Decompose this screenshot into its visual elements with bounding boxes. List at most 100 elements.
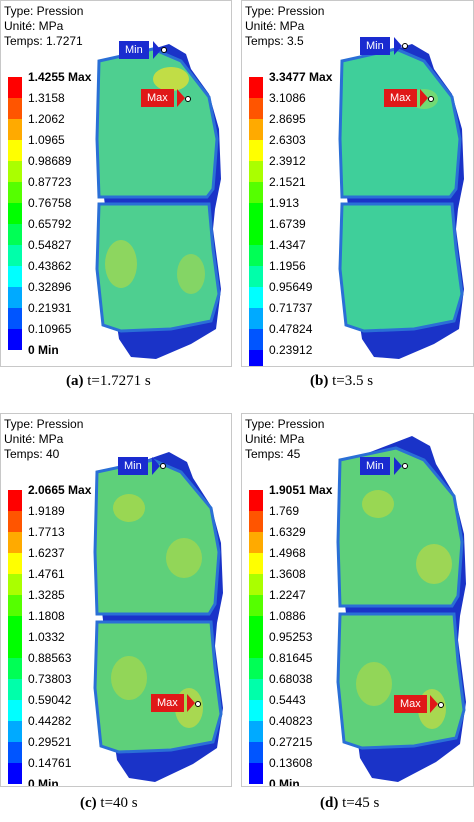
legend-max-label: 1.9051 Max bbox=[269, 483, 333, 497]
result-panel-c: Type: Pression Unité: MPa Temps: 40 2.06… bbox=[0, 413, 232, 787]
legend-swatch bbox=[249, 245, 263, 266]
legend-swatch bbox=[249, 658, 263, 679]
legend-swatch bbox=[249, 553, 263, 574]
legend-tick-label: 0.47824 bbox=[269, 322, 313, 336]
legend-swatch bbox=[8, 161, 22, 182]
legend-swatch bbox=[8, 532, 22, 553]
header-unit: Unité: MPa bbox=[245, 432, 305, 446]
legend-tick-label: 0.95649 bbox=[269, 280, 313, 294]
legend-swatch bbox=[8, 182, 22, 203]
max-tag-label: Max bbox=[384, 89, 417, 107]
legend-swatch bbox=[8, 203, 22, 224]
legend-swatch bbox=[8, 742, 22, 763]
legend-tick-label: 0.95253 bbox=[269, 630, 313, 644]
legend-tick-label: 0.10965 bbox=[28, 322, 72, 336]
legend-tick-label: 0.76758 bbox=[28, 196, 72, 210]
legend-tick-label: 0.88563 bbox=[28, 651, 72, 665]
legend-tick-label: 1.9189 bbox=[28, 504, 65, 518]
min-tag-label: Min bbox=[118, 457, 148, 475]
header-time: Temps: 1.7271 bbox=[4, 34, 83, 48]
legend-tick-label: 0.59042 bbox=[28, 693, 72, 707]
legend-min-label: 0 Min bbox=[28, 777, 59, 787]
caption-time: t=40 s bbox=[96, 795, 138, 811]
legend-swatch bbox=[8, 553, 22, 574]
legend-swatch bbox=[249, 329, 263, 350]
legend-tick-label: 0.65792 bbox=[28, 217, 72, 231]
legend-tick-label: 1.4347 bbox=[269, 238, 306, 252]
legend-tick-label: 2.6303 bbox=[269, 133, 306, 147]
legend-tick-label: 0.54827 bbox=[28, 238, 72, 252]
caption-time: t=1.7271 s bbox=[83, 373, 151, 389]
legend-swatch bbox=[8, 287, 22, 308]
header-unit: Unité: MPa bbox=[4, 432, 64, 446]
header-type: Type: Pression bbox=[4, 4, 84, 18]
legend-tick-label: 0.73803 bbox=[28, 672, 72, 686]
legend-tick-label: 0.13608 bbox=[269, 756, 313, 770]
legend-swatch bbox=[249, 182, 263, 203]
legend-swatch bbox=[249, 679, 263, 700]
legend-swatch bbox=[249, 77, 263, 98]
legend-tick-label: 0.14761 bbox=[28, 756, 72, 770]
legend-tick-label: 1.2247 bbox=[269, 588, 306, 602]
brake-pad-contour bbox=[338, 44, 464, 359]
legend-swatch bbox=[8, 329, 22, 350]
caption-b: (b) t=3.5 s bbox=[310, 373, 373, 390]
result-panel-d: Type: Pression Unité: MPa Temps: 45 1.90… bbox=[241, 413, 474, 787]
caption-letter: (d) bbox=[320, 795, 339, 811]
legend-tick-label: 0.40823 bbox=[269, 714, 313, 728]
legend-tick-label: 1.3158 bbox=[28, 91, 65, 105]
legend-tick-label: 1.2062 bbox=[28, 112, 65, 126]
header-unit: Unité: MPa bbox=[4, 19, 64, 33]
brake-pad-contour bbox=[95, 44, 221, 359]
legend-swatch bbox=[249, 700, 263, 721]
legend-tick-label: 0.32896 bbox=[28, 280, 72, 294]
legend-tick-label: 1.1956 bbox=[269, 259, 306, 273]
legend-tick-label: 1.6739 bbox=[269, 217, 306, 231]
legend-swatch bbox=[8, 266, 22, 287]
legend-swatch bbox=[249, 532, 263, 553]
caption-d: (d) t=45 s bbox=[320, 795, 379, 812]
legend-tick-label: 3.1086 bbox=[269, 91, 306, 105]
legend-swatch bbox=[8, 490, 22, 511]
legend-swatch bbox=[249, 266, 263, 287]
legend-swatch bbox=[8, 511, 22, 532]
legend-swatch bbox=[249, 350, 263, 366]
legend-swatch bbox=[249, 637, 263, 658]
legend-swatch bbox=[249, 721, 263, 742]
caption-c: (c) t=40 s bbox=[80, 795, 138, 812]
header-time: Temps: 3.5 bbox=[245, 34, 304, 48]
header-unit: Unité: MPa bbox=[245, 19, 305, 33]
legend-max-label: 1.4255 Max bbox=[28, 70, 92, 84]
legend-swatch bbox=[249, 224, 263, 245]
legend-swatch bbox=[8, 637, 22, 658]
legend-swatch bbox=[249, 595, 263, 616]
legend-tick-label: 0.81645 bbox=[269, 651, 313, 665]
min-tag-label: Min bbox=[119, 41, 149, 59]
legend-swatch bbox=[249, 161, 263, 182]
caption-letter: (a) bbox=[66, 373, 84, 389]
max-tag-label: Max bbox=[141, 89, 174, 107]
header-time: Temps: 45 bbox=[245, 447, 301, 461]
legend-tick-label: 1.7713 bbox=[28, 525, 65, 539]
brake-pad-contour bbox=[336, 436, 466, 782]
legend-tick-label: 1.0965 bbox=[28, 133, 65, 147]
brake-pad-contour bbox=[93, 452, 223, 782]
legend-swatch bbox=[249, 574, 263, 595]
legend-swatch bbox=[8, 308, 22, 329]
legend-swatch bbox=[8, 721, 22, 742]
legend-min-label: 0 Min bbox=[269, 777, 300, 787]
header-type: Type: Pression bbox=[245, 4, 325, 18]
legend-tick-label: 0.5443 bbox=[269, 693, 306, 707]
legend-tick-label: 1.1808 bbox=[28, 609, 65, 623]
max-tag-label: Max bbox=[151, 694, 184, 712]
legend-swatch bbox=[249, 140, 263, 161]
legend-swatch bbox=[249, 203, 263, 224]
legend-tick-label: 0.27215 bbox=[269, 735, 313, 749]
legend-swatch bbox=[8, 245, 22, 266]
min-tag-label: Min bbox=[360, 37, 390, 55]
legend-swatch bbox=[249, 119, 263, 140]
legend-tick-label: 0.21931 bbox=[28, 301, 72, 315]
legend-tick-label: 1.6237 bbox=[28, 546, 65, 560]
legend-min-label: 0 Min bbox=[28, 343, 59, 357]
legend-tick-label: 0.68038 bbox=[269, 672, 313, 686]
